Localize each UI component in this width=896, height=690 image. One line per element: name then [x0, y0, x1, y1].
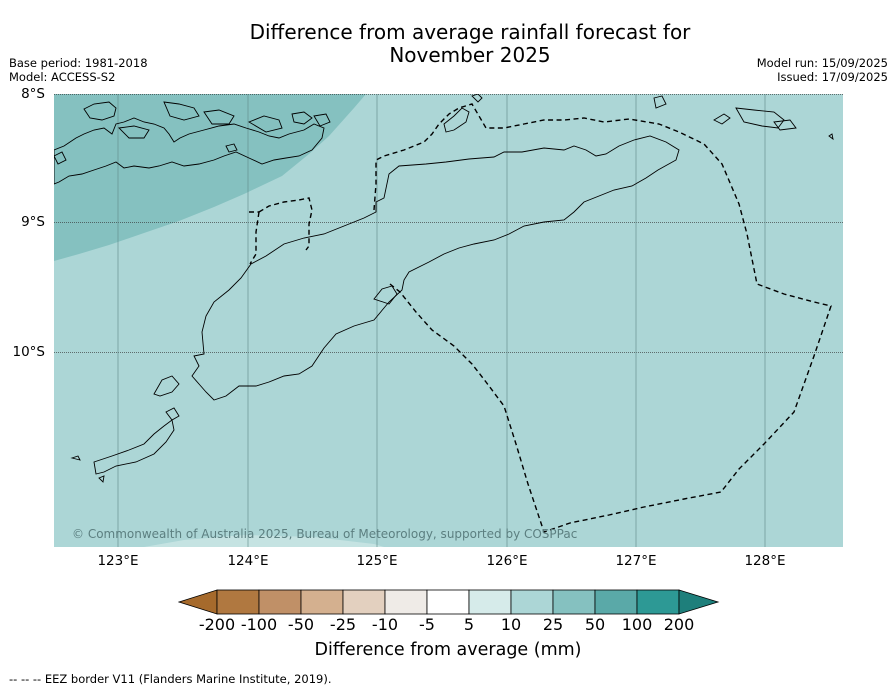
colorbar-tick-label: -10	[371, 615, 399, 634]
lat-tick-8s: 8°S	[21, 86, 45, 102]
colorbar-cell	[384, 589, 428, 615]
colorbar-tick-label: 200	[663, 615, 695, 634]
colorbar-tick-label: -25	[329, 615, 357, 634]
colorbar-tick-label: 10	[500, 615, 522, 634]
anomaly-band-25-50	[54, 94, 366, 261]
colorbar-tick-label: 50	[584, 615, 606, 634]
colorbar-cell	[426, 589, 470, 615]
colorbar	[178, 589, 720, 615]
issued-text: Issued: 17/09/2025	[777, 70, 888, 84]
lon-tick-123e: 123°E	[97, 553, 139, 569]
colorbar-cell	[636, 589, 680, 615]
copyright-text: © Commonwealth of Australia 2025, Bureau…	[72, 527, 577, 541]
model-text: Model: ACCESS-S2	[9, 70, 116, 84]
colorbar-tick-label: -50	[287, 615, 315, 634]
colorbar-extend-low	[178, 589, 218, 615]
colorbar-extend-high	[678, 589, 720, 615]
colorbar-cell	[300, 589, 344, 615]
colorbar-cell	[468, 589, 512, 615]
chart-title-line1: Difference from average rainfall forecas…	[249, 20, 691, 44]
coastline	[54, 94, 834, 483]
colorbar-tick-label: 100	[621, 615, 653, 634]
lat-tick-10s: 10°S	[12, 344, 46, 360]
lon-tick-128e: 128°E	[744, 553, 786, 569]
colorbar-cell	[594, 589, 638, 615]
lat-tick-9s: 9°S	[21, 214, 45, 230]
base-period-text: Base period: 1981-2018	[9, 56, 148, 70]
chart-title-line2: November 2025	[389, 43, 551, 67]
colorbar-cell	[216, 589, 260, 615]
map-panel: © Commonwealth of Australia 2025, Bureau…	[54, 94, 843, 547]
colorbar-tick-label: -5	[419, 615, 435, 634]
eez-border	[249, 103, 832, 533]
colorbar-cell	[510, 589, 554, 615]
colorbar-cell	[342, 589, 386, 615]
eez-footnote: -- -- -- EEZ border V11 (Flanders Marine…	[9, 672, 332, 686]
model-run-text: Model run: 15/09/2025	[756, 56, 888, 70]
colorbar-tick-label: 5	[463, 615, 475, 634]
colorbar-tick-label: -200	[198, 615, 236, 634]
lon-tick-126e: 126°E	[486, 553, 528, 569]
colorbar-cell	[552, 589, 596, 615]
colorbar-tick-label: 25	[542, 615, 564, 634]
colorbar-cell	[258, 589, 302, 615]
anomaly-band-lower	[144, 535, 384, 547]
lon-tick-125e: 125°E	[356, 553, 398, 569]
lon-tick-124e: 124°E	[227, 553, 269, 569]
colorbar-tick-label: -100	[240, 615, 278, 634]
graticule	[54, 94, 843, 547]
colorbar-title: Difference from average (mm)	[314, 640, 582, 660]
lon-tick-127e: 127°E	[615, 553, 657, 569]
